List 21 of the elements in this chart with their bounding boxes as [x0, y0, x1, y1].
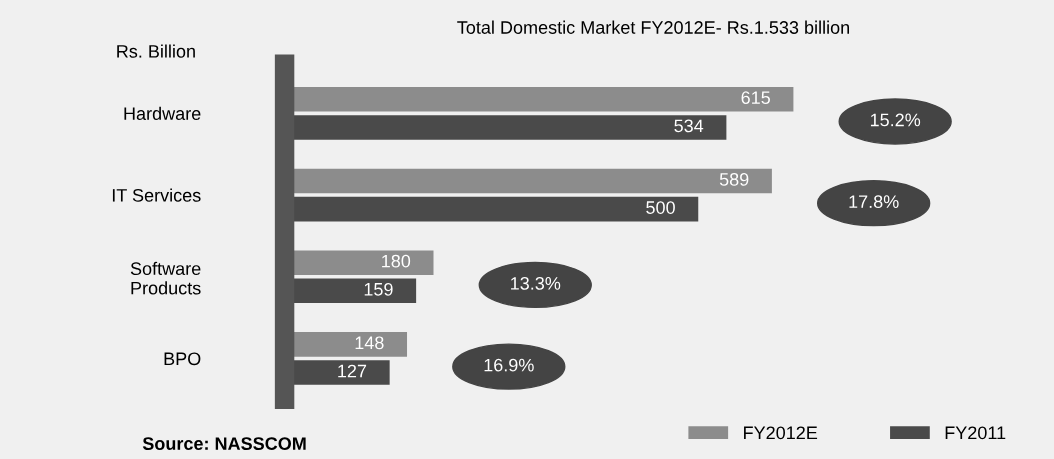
- data-label: 500: [646, 201, 675, 214]
- y-tick-label: Software Products: [130, 261, 201, 295]
- data-label: 127: [338, 364, 367, 378]
- text: 17.8%: [849, 195, 899, 209]
- legend-label: FY2012E: [744, 426, 818, 440]
- annotation: 13.3%: [511, 276, 561, 290]
- legend-label: FY2011: [945, 426, 1006, 440]
- data-label: 615: [741, 91, 770, 105]
- data-label: 534: [674, 119, 704, 133]
- text: 15.2%: [870, 113, 921, 127]
- y-axis-title: Rs. Billion: [117, 44, 195, 58]
- y-tick-label: IT Services: [112, 188, 201, 202]
- chart-title: Total Domestic Market FY2012E- Rs.1.533 billion: [457, 20, 849, 34]
- data-label: 159: [364, 282, 393, 296]
- source-note: Source: NASSCOM: [142, 437, 306, 450]
- data-label: 180: [382, 254, 411, 268]
- y-tick-label: BPO: [164, 352, 201, 366]
- y-tick-label: Hardware: [124, 106, 201, 121]
- data-label: 148: [355, 336, 384, 350]
- data-label: 589: [719, 172, 749, 186]
- annotation: 16.9%: [484, 358, 534, 372]
